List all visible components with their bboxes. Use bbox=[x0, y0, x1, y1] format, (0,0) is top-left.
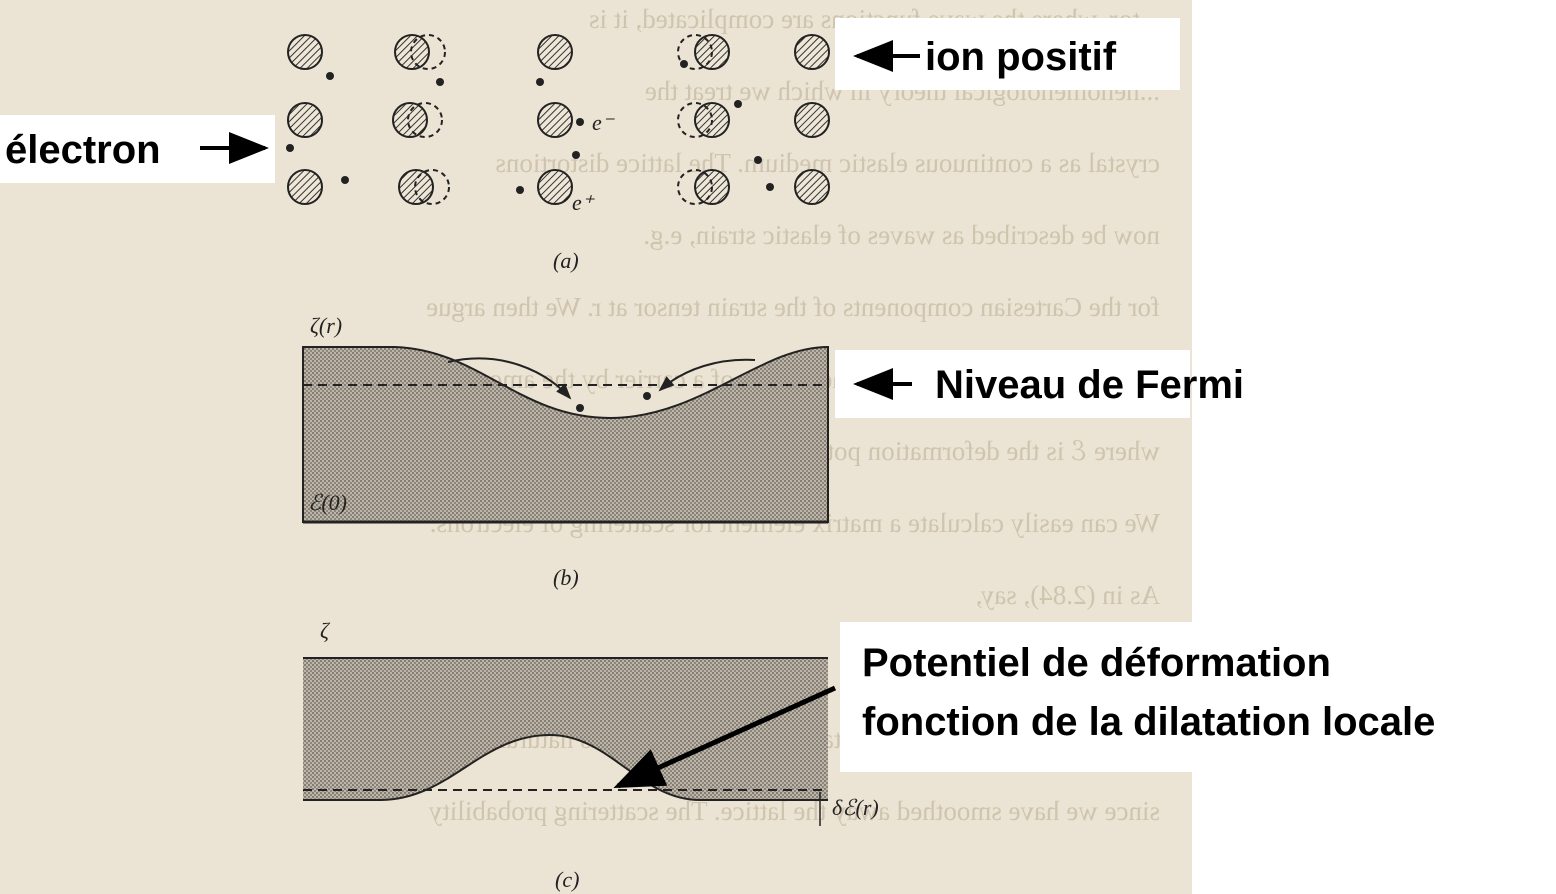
ion-label: ion positif bbox=[925, 35, 1117, 79]
bleed-through-line: As in (2.84), say, bbox=[976, 580, 1160, 610]
bleed-through-line: now be described as waves of elastic str… bbox=[643, 220, 1160, 250]
potential-label: fonction de la dilatation locale bbox=[862, 700, 1435, 744]
caption: (a) bbox=[553, 248, 579, 273]
potential-label: Potentiel de déformation bbox=[862, 641, 1331, 685]
fermi-label: Niveau de Fermi bbox=[935, 363, 1244, 407]
electron-minus: e⁻ bbox=[592, 110, 616, 135]
caption: (c) bbox=[555, 867, 579, 892]
delta-label: δℰ(r) bbox=[832, 795, 879, 820]
slide: ...tor, where the wave functions are com… bbox=[0, 0, 1556, 894]
electron-plus: e⁺ bbox=[572, 190, 596, 215]
bleed-through-line: for the Cartesian components of the stra… bbox=[426, 292, 1160, 322]
zeta-label: ζ(r) bbox=[310, 313, 342, 338]
electron-label: électron bbox=[5, 128, 161, 172]
caption: (b) bbox=[553, 565, 579, 590]
energy-label: ℰ(0) bbox=[308, 490, 347, 515]
bleed-through-line: crystal as a continuous elastic medium. … bbox=[495, 148, 1160, 178]
page: ...tor, where the wave functions are com… bbox=[0, 0, 1556, 894]
